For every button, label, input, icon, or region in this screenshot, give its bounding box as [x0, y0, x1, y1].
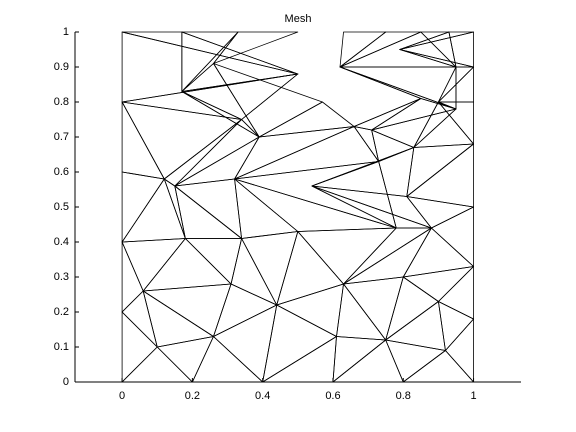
- y-tick-label: 0.9: [54, 61, 69, 73]
- mesh-triangle: [121, 101, 242, 180]
- mesh-triangle: [406, 143, 474, 208]
- mesh-triangle: [121, 73, 299, 120]
- x-tick-label: 0: [119, 390, 125, 402]
- mesh-triangle: [258, 101, 355, 138]
- mesh-triangle: [181, 73, 299, 120]
- mesh-triangle: [234, 161, 397, 229]
- mesh-triangle: [121, 346, 193, 383]
- mesh-triangle: [353, 98, 422, 131]
- mesh-triangle: [297, 227, 397, 285]
- mesh-triangle: [339, 66, 457, 110]
- y-tick-label: 0.8: [54, 96, 69, 108]
- mesh-triangle: [213, 63, 323, 138]
- mesh-triangle: [213, 283, 278, 337]
- mesh-triangle: [371, 108, 457, 148]
- mesh-triangle: [241, 231, 299, 306]
- mesh-triangle: [385, 276, 439, 341]
- mesh-triangle: [385, 339, 446, 383]
- mesh-triangle: [353, 98, 422, 127]
- mesh-triangle: [311, 147, 415, 197]
- mesh-triangle: [181, 31, 239, 92]
- mesh-triangle: [276, 283, 344, 337]
- mesh-triangle: [121, 178, 186, 243]
- mesh-triangle: [438, 266, 474, 320]
- mesh-triangle: [174, 119, 260, 187]
- mesh-triangle: [191, 336, 264, 383]
- mesh-triangle: [339, 66, 422, 99]
- mesh-triangle: [163, 119, 242, 187]
- x-tick-label: 0.2: [185, 390, 200, 402]
- mesh-triangle: [430, 206, 474, 267]
- y-tick-label: 0: [63, 376, 69, 388]
- y-tick-label: 1: [63, 26, 69, 38]
- mesh-triangle: [276, 231, 344, 306]
- x-tick-label: 0.6: [325, 390, 340, 402]
- mesh-triangle: [399, 31, 474, 50]
- x-tick-label: 0.8: [396, 390, 411, 402]
- mesh-triangle: [445, 318, 474, 383]
- y-tick-label: 0.6: [54, 166, 69, 178]
- mesh-triangle: [311, 161, 397, 229]
- mesh-triangle: [156, 336, 214, 383]
- mesh-triangle: [438, 301, 474, 351]
- mesh-triangle: [343, 227, 432, 285]
- y-tick-label: 0.3: [54, 271, 69, 283]
- mesh-triangle: [121, 241, 144, 313]
- mesh-triangle: [399, 31, 474, 68]
- mesh-triangle: [406, 143, 474, 197]
- y-tick-label: 0.5: [54, 201, 69, 213]
- mesh-triangle: [121, 101, 165, 180]
- mesh-triangle: [413, 101, 457, 148]
- x-tick-label: 0.4: [255, 390, 270, 402]
- mesh-triangle: [438, 66, 457, 110]
- mesh-triangle: [234, 126, 355, 180]
- mesh-triangle: [142, 238, 232, 292]
- chart-title: Mesh: [285, 13, 312, 25]
- mesh-triangle: [336, 283, 387, 341]
- y-tick-label: 0.7: [54, 131, 69, 143]
- mesh-triangle: [142, 283, 232, 337]
- y-tick-label: 0.2: [54, 306, 69, 318]
- y-tick-label: 0.4: [54, 236, 69, 248]
- mesh-triangle: [332, 336, 387, 383]
- y-tick-label: 0.1: [54, 341, 69, 353]
- mesh-triangle: [213, 304, 278, 383]
- mesh-triangle: [402, 227, 474, 278]
- mesh-triangle: [121, 290, 158, 348]
- mesh-triangle: [174, 185, 242, 239]
- mesh-triangle: [174, 178, 242, 239]
- mesh-triangle: [332, 339, 404, 383]
- mesh-triangle: [262, 304, 337, 383]
- mesh-triangle: [121, 311, 158, 383]
- mesh-triangle: [234, 178, 299, 239]
- x-tick-label: 1: [470, 390, 476, 402]
- mesh-triangle: [142, 290, 214, 348]
- mesh-triangle: [121, 171, 165, 243]
- mesh-triangle: [230, 238, 278, 306]
- mesh-triangle: [402, 350, 474, 383]
- mesh-triangle: [184, 238, 242, 285]
